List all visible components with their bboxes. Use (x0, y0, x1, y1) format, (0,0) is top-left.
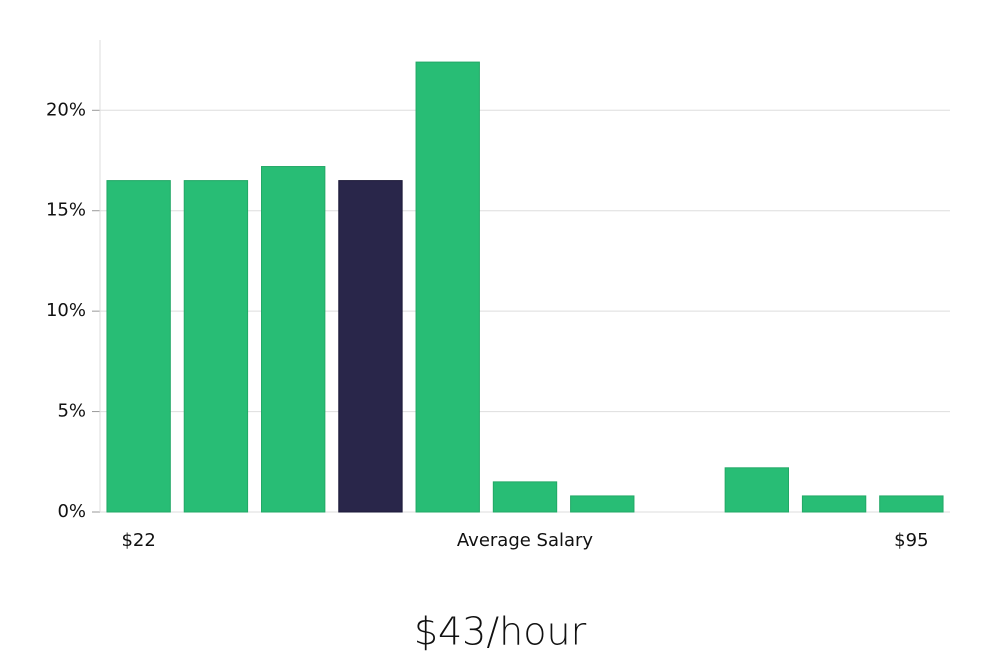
x-tick-label: $22 (121, 530, 155, 551)
y-tick-label: 10% (46, 300, 86, 321)
bar (415, 61, 480, 513)
bar (183, 180, 249, 513)
bar (879, 495, 944, 513)
bar (106, 180, 171, 513)
x-tick-label: Average Salary (457, 530, 594, 551)
bar (261, 166, 326, 513)
bar (801, 495, 867, 513)
annotation: $43/hour (414, 610, 587, 654)
y-tick-label: 20% (46, 99, 86, 120)
bar (570, 495, 635, 513)
y-tick-label: 5% (57, 401, 86, 422)
bar (492, 481, 558, 513)
bar (724, 467, 789, 513)
y-tick-label: 0% (57, 501, 86, 522)
x-tick-label: $95 (894, 530, 928, 551)
bar (338, 180, 403, 513)
y-tick-label: 15% (46, 200, 86, 221)
